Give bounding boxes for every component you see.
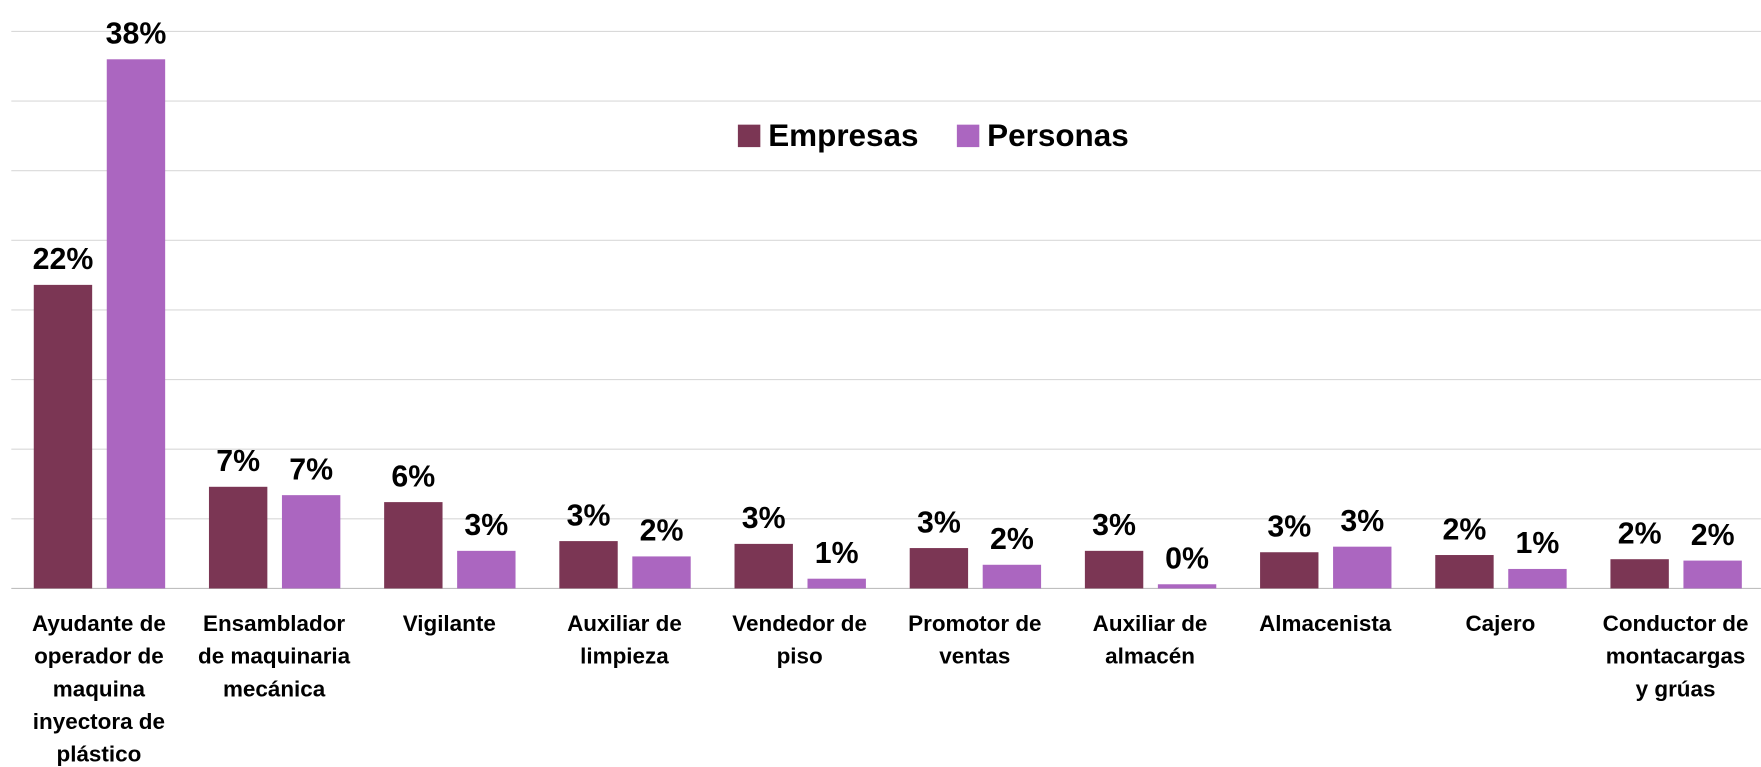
bar: [1610, 559, 1669, 589]
bar: [1508, 568, 1567, 589]
bar: [559, 541, 618, 589]
bar: [1435, 555, 1494, 589]
legend-label: Personas: [987, 118, 1129, 153]
data-label: 38%: [106, 18, 167, 51]
data-label: 3%: [464, 509, 508, 542]
data-label: 7%: [289, 453, 333, 486]
bar: [1260, 552, 1319, 589]
data-label: 7%: [216, 445, 260, 478]
bar: [1084, 550, 1144, 589]
legend-swatch: [956, 124, 980, 148]
x-tick-label: Promotor de ventas: [908, 611, 1041, 669]
x-tick-label: Auxiliar de limpieza: [567, 611, 682, 669]
data-label: 2%: [1691, 519, 1735, 552]
data-label: 2%: [990, 523, 1034, 556]
bar: [1683, 560, 1742, 589]
data-label: 3%: [1092, 509, 1136, 542]
bar: [208, 486, 268, 589]
bar: [1333, 546, 1392, 589]
x-tick-label: Almacenista: [1259, 611, 1392, 636]
bar: [982, 564, 1042, 589]
bar: [1157, 584, 1217, 589]
bar: [807, 578, 866, 589]
bar: [734, 543, 793, 589]
legend-label: Empresas: [768, 118, 918, 153]
x-tick-label: Conductor de montacargas y grúas: [1603, 611, 1749, 701]
bar: [33, 284, 93, 589]
x-tick-label: Vigilante: [403, 611, 496, 636]
data-label: 3%: [917, 506, 961, 539]
data-label: 2%: [1618, 517, 1662, 550]
data-label: 2%: [1443, 513, 1487, 546]
bar: [106, 59, 166, 589]
data-label: 3%: [1267, 511, 1311, 544]
legend-swatch: [737, 124, 761, 148]
data-label: 6%: [391, 460, 435, 493]
data-label: 22%: [33, 243, 94, 276]
bar: [632, 556, 691, 589]
data-label: 3%: [1340, 505, 1384, 538]
data-label: 1%: [1516, 527, 1560, 560]
data-label: 2%: [640, 515, 684, 548]
x-tick-label: Ensamblador de maquinaria mecánica: [198, 611, 351, 701]
data-label: 3%: [742, 502, 786, 535]
data-label: 1%: [815, 537, 859, 570]
bar: [384, 502, 443, 589]
bar: [457, 550, 516, 589]
x-tick-label: Auxiliar de almacén: [1093, 611, 1208, 669]
bar: [281, 495, 341, 589]
data-label: 0%: [1165, 543, 1209, 576]
x-tick-label: Vendedor de piso: [732, 611, 867, 669]
bar: [909, 548, 969, 589]
x-tick-label: Cajero: [1465, 611, 1535, 636]
x-tick-label: Ayudante de operador de maquina inyectora d…: [32, 611, 166, 766]
data-label: 3%: [567, 499, 611, 532]
